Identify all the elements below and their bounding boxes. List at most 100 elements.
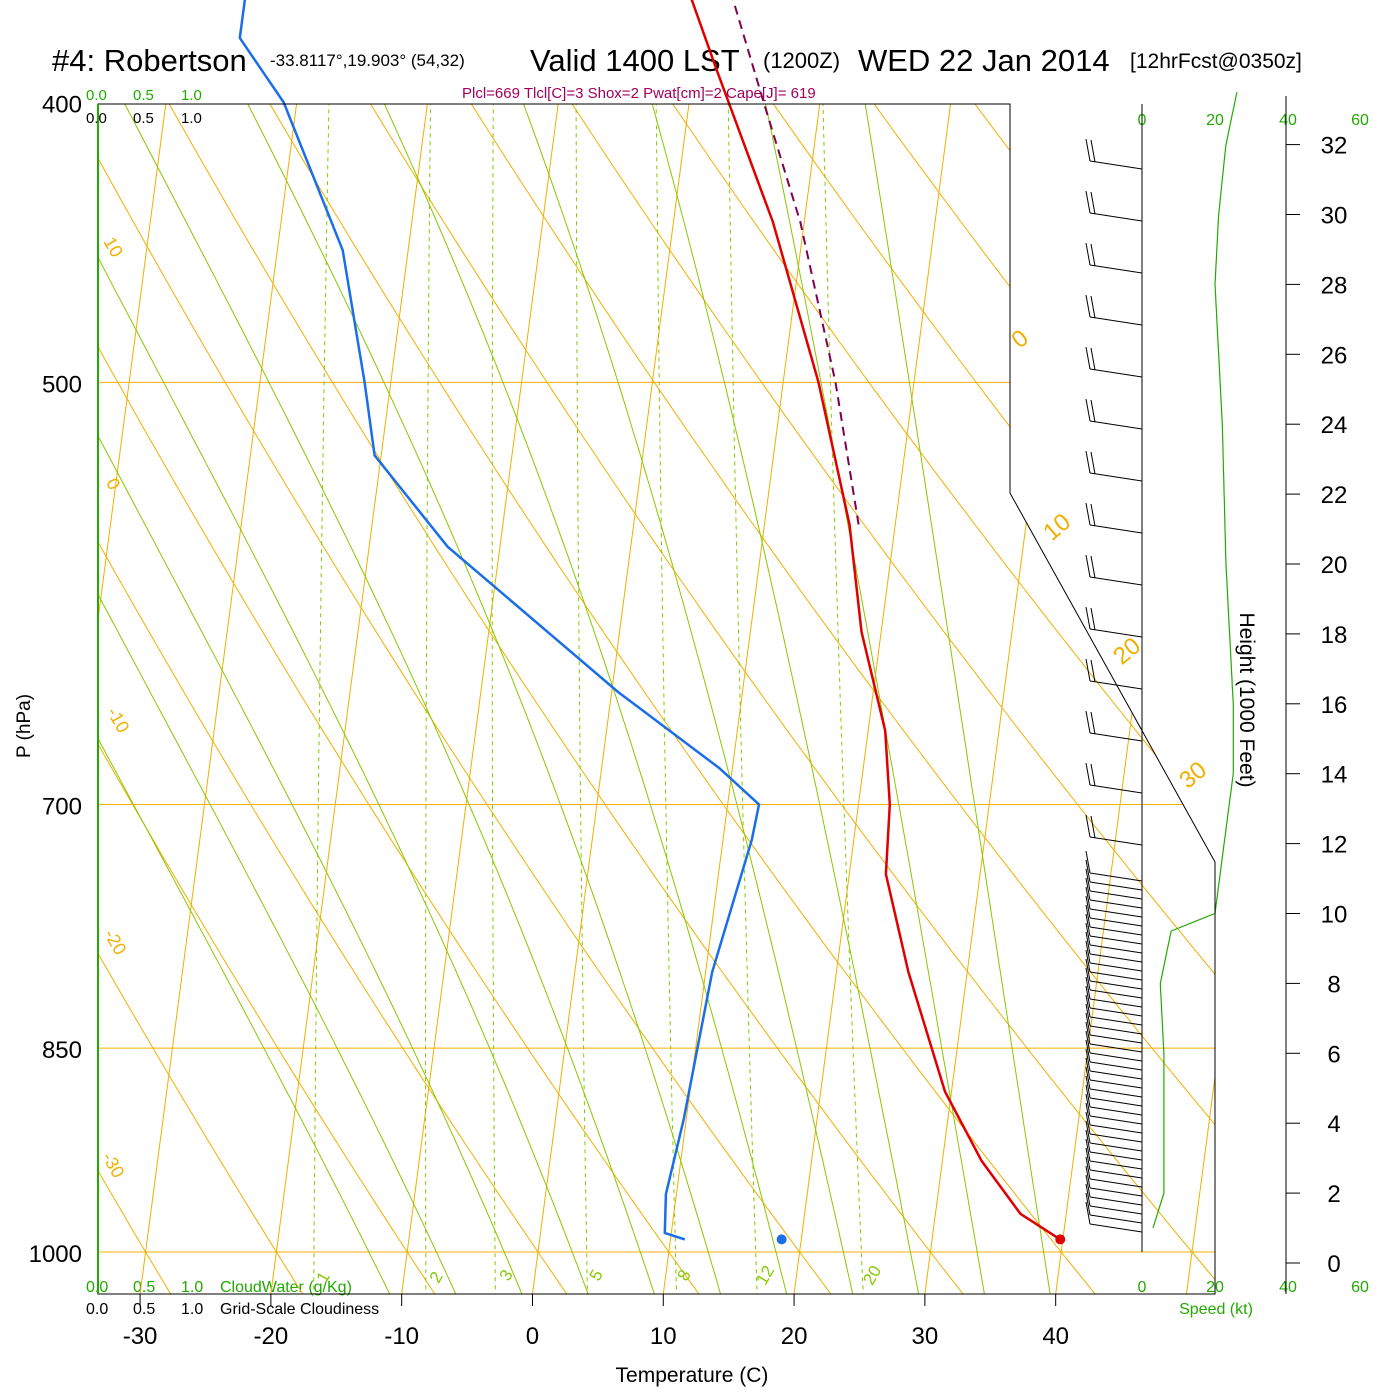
wind-barb-flag — [1085, 976, 1091, 1000]
wind-barb — [1085, 1003, 1143, 1035]
wind-barb — [1085, 967, 1143, 999]
wind-barb — [1085, 949, 1143, 981]
wind-barb — [1085, 1192, 1143, 1224]
isotherm-label: 10 — [100, 233, 127, 260]
wind-barb-flag — [1085, 877, 1091, 901]
isotherm-line — [1185, 104, 1215, 1294]
parcel-curve — [732, 0, 860, 525]
wind-barb-flag — [1085, 1021, 1091, 1045]
dry-adiabat-line — [98, 104, 1215, 1294]
mixing-ratio-label: 20 — [859, 1262, 885, 1288]
utc-time: (1200Z) — [763, 48, 840, 73]
isotherm-label: -30 — [98, 1149, 128, 1182]
wind-barb-flag — [1085, 1030, 1091, 1054]
wind-barb-shaft — [1089, 524, 1143, 534]
wind-barb — [1085, 762, 1143, 794]
dry-adiabat-line — [98, 104, 1215, 1294]
temperature-tick-label: 20 — [781, 1323, 808, 1350]
wind-barb-shaft — [1089, 1106, 1143, 1116]
wind-barb-shaft — [1089, 576, 1143, 586]
wind-barb — [1085, 1174, 1143, 1206]
wind-barb — [1085, 1165, 1143, 1197]
wind-barb — [1085, 1120, 1143, 1152]
wind-barb-shaft — [1089, 1079, 1143, 1089]
wind-barb-shaft — [1089, 1052, 1143, 1062]
wind-barb-shaft — [1089, 1151, 1143, 1161]
wind-barb-shaft — [1089, 368, 1143, 378]
wind-barb — [1085, 1183, 1143, 1215]
wind-barb-shaft — [1089, 1223, 1143, 1233]
wind-barb-shaft — [1089, 1061, 1143, 1071]
wind-barb-flag — [1085, 1075, 1091, 1099]
wind-barb — [1085, 1048, 1143, 1080]
x-axis-title: Temperature (C) — [616, 1364, 769, 1387]
wind-barb — [1085, 1201, 1143, 1233]
grid-lines — [0, 0, 1215, 1313]
wind-barb — [1085, 138, 1143, 170]
cloudiness-scale-top-1: 0.5 — [133, 110, 154, 127]
wind-barb — [1085, 1075, 1143, 1107]
wind-barb-flag — [1085, 1111, 1091, 1135]
wind-barb — [1085, 850, 1143, 882]
wind-barb-flag — [1090, 503, 1096, 527]
wind-barb-flag — [1085, 1165, 1091, 1189]
wind-barb — [1085, 913, 1143, 945]
wind-barb-flag — [1085, 242, 1091, 266]
isotherm-label: 0 — [102, 475, 124, 494]
wind-barb — [1085, 886, 1143, 918]
surface-temperature-dot — [1055, 1234, 1066, 1245]
wind-barb — [1085, 931, 1143, 963]
wind-barb-flag — [1090, 139, 1096, 163]
moist-adiabat-line — [455, 104, 923, 1294]
moist-adiabat-line — [98, 104, 596, 1294]
dry-adiabat-label: 10 — [1038, 508, 1076, 546]
height-tick-label: 26 — [1321, 342, 1348, 369]
forecast-info: [12hrFcst@0350z] — [1130, 50, 1302, 73]
wind-barb-flag — [1085, 1156, 1091, 1180]
cloudwater-scale-bottom-1: 0.5 — [133, 1279, 155, 1296]
surface-dewpoint-dot — [776, 1234, 787, 1245]
wind-barb-shaft — [1089, 917, 1143, 927]
wind-barb-shaft — [1089, 160, 1143, 170]
wind-barb-flag — [1085, 1129, 1091, 1153]
wind-barb-shaft — [1089, 316, 1143, 326]
pressure-tick-label: 850 — [42, 1037, 82, 1064]
moist-adiabat-line — [98, 104, 727, 1294]
wind-barb-shaft — [1089, 1205, 1143, 1215]
wind-barb — [1085, 904, 1143, 936]
wind-barb-flag — [1090, 347, 1096, 371]
valid-date: WED 22 Jan 2014 — [858, 43, 1110, 78]
dry-adiabat-line — [98, 104, 581, 1294]
wind-barb-shaft — [1089, 784, 1143, 794]
wind-barb-flag — [1085, 814, 1091, 838]
wind-barb-flag — [1085, 294, 1091, 318]
mixing-ratio-line — [491, 104, 497, 1294]
wind-barb-shaft — [1089, 420, 1143, 430]
wind-barb-shaft — [1089, 944, 1143, 954]
moist-adiabat-line — [98, 104, 466, 1294]
mixing-ratio-label: 5 — [586, 1266, 607, 1284]
wind-barb-shaft — [1089, 1187, 1143, 1197]
height-tick-label: 16 — [1321, 692, 1348, 719]
cloudiness-scale-bottom-0: 0.0 — [86, 1301, 108, 1318]
wind-barb-flag — [1085, 967, 1091, 991]
wind-barb — [1085, 814, 1143, 846]
wind-barb-flag — [1085, 1138, 1091, 1162]
wind-barb-shaft — [1089, 1043, 1143, 1053]
moist-adiabat-line — [98, 104, 400, 1294]
wind-barb-flag — [1085, 190, 1091, 214]
dry-adiabat-line — [0, 0, 50, 1313]
mixing-ratio-line — [727, 104, 759, 1294]
dry-adiabat-line — [98, 104, 316, 1294]
isotherm-line — [793, 104, 952, 1294]
height-tick-label: 4 — [1327, 1111, 1340, 1138]
wind-barb-flag — [1090, 607, 1096, 631]
dry-adiabat-label: 30 — [1174, 756, 1212, 794]
dry-adiabat-line — [98, 104, 448, 1294]
dry-adiabat-line — [272, 104, 1215, 1294]
dry-adiabat-line — [185, 104, 1215, 1294]
wind-barb-flag — [1085, 1120, 1091, 1144]
cloudwater-scale-top-2: 1.0 — [181, 87, 202, 104]
wind-barb — [1085, 1057, 1143, 1089]
speed-tick-bottom-0: 0 — [1138, 1279, 1147, 1296]
